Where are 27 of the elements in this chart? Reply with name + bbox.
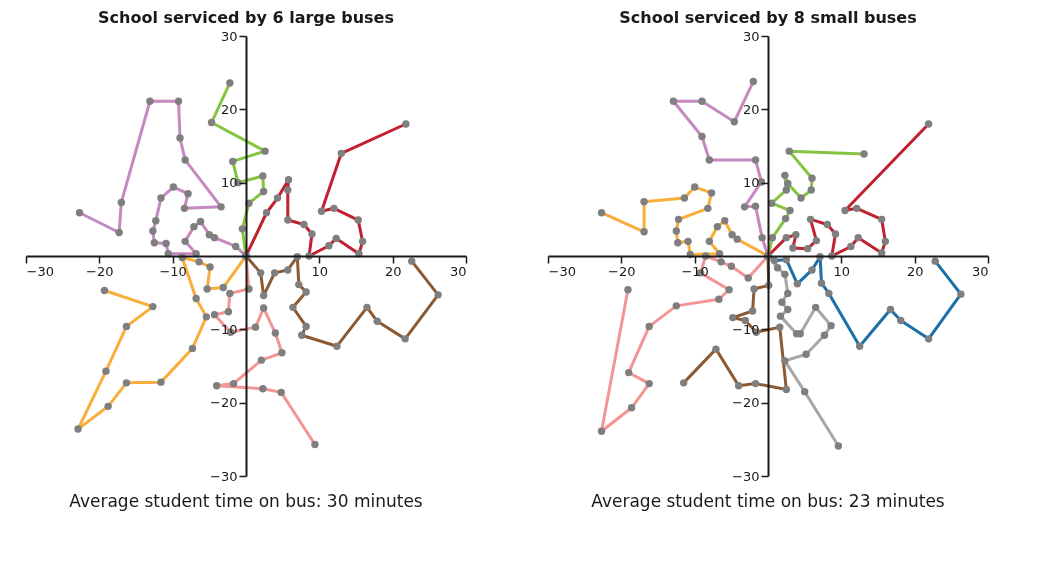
x-tick-label: 30: [971, 263, 989, 279]
y-tick-label: −10: [210, 321, 238, 337]
y-tick-label: 30: [742, 28, 760, 44]
x-tick-label: −30: [26, 263, 54, 279]
y-tick-label: 10: [220, 175, 238, 191]
x-tick-label: −30: [548, 263, 576, 279]
y-tick-label: −20: [732, 395, 760, 411]
y-tick-label: −20: [210, 395, 238, 411]
y-tick-label: −30: [210, 468, 238, 484]
y-tick-label: 20: [742, 101, 760, 117]
x-tick-label: 10: [311, 263, 329, 279]
y-tick-label: 30: [220, 28, 238, 44]
chart-title: School serviced by 6 large buses: [98, 8, 394, 27]
text: Average student time on bus: 30 minutes: [69, 491, 423, 511]
x-tick-label: 30: [449, 263, 467, 279]
y-tick-label: 10: [742, 175, 760, 191]
chart-title: School serviced by 8 small buses: [619, 8, 917, 27]
y-tick-label: 20: [220, 101, 238, 117]
x-tick-label: 20: [906, 263, 924, 279]
x-tick-label: 10: [833, 263, 851, 279]
x-tick-label: −10: [159, 263, 187, 279]
text: Average student time on bus: 23 minutes: [591, 491, 945, 511]
x-tick-label: −20: [86, 263, 114, 279]
x-tick-label: −10: [681, 263, 709, 279]
x-tick-label: −20: [608, 263, 636, 279]
y-tick-label: −30: [732, 468, 760, 484]
x-tick-label: 20: [384, 263, 402, 279]
